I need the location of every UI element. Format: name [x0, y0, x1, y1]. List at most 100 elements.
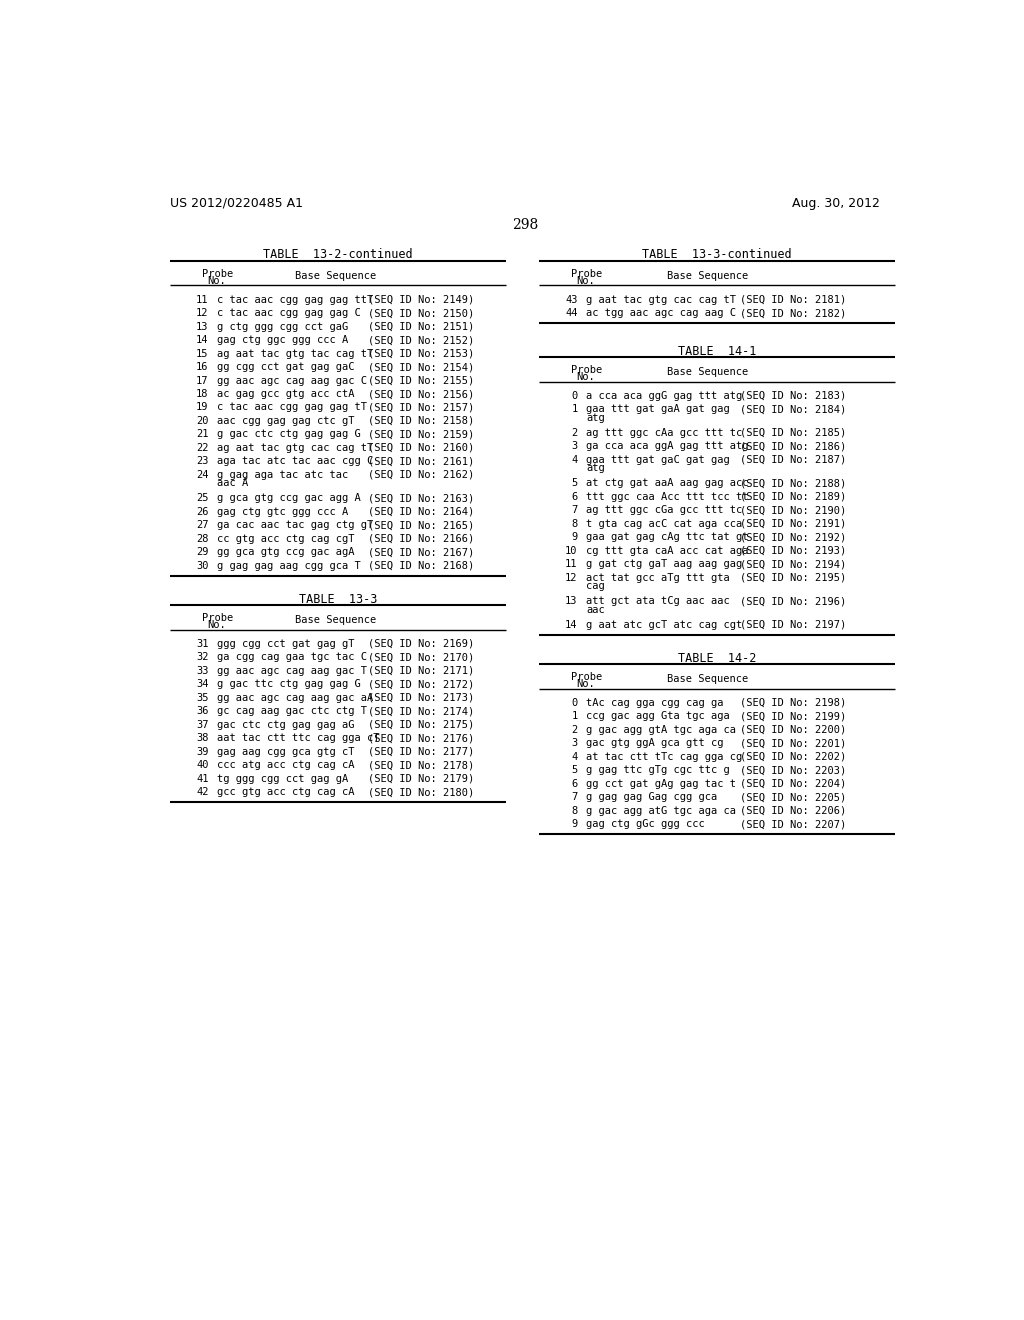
Text: ggg cgg cct gat gag gT: ggg cgg cct gat gag gT [217, 639, 354, 649]
Text: gac gtg ggA gca gtt cg: gac gtg ggA gca gtt cg [586, 738, 724, 748]
Text: (SEQ ID No: 2190): (SEQ ID No: 2190) [740, 506, 847, 515]
Text: TABLE  13-3-continued: TABLE 13-3-continued [642, 248, 792, 261]
Text: 7: 7 [571, 506, 578, 515]
Text: (SEQ ID No: 2150): (SEQ ID No: 2150) [369, 308, 474, 318]
Text: gg cgg cct gat gag gaC: gg cgg cct gat gag gaC [217, 362, 354, 372]
Text: g gag aga tac atc tac: g gag aga tac atc tac [217, 470, 348, 480]
Text: aat tac ctt ttc cag gga cT: aat tac ctt ttc cag gga cT [217, 733, 380, 743]
Text: ccg gac agg Gta tgc aga: ccg gac agg Gta tgc aga [586, 711, 730, 721]
Text: (SEQ ID No: 2151): (SEQ ID No: 2151) [369, 322, 474, 331]
Text: 28: 28 [197, 533, 209, 544]
Text: (SEQ ID No: 2192): (SEQ ID No: 2192) [740, 532, 847, 543]
Text: (SEQ ID No: 2201): (SEQ ID No: 2201) [740, 738, 847, 748]
Text: 3: 3 [571, 738, 578, 748]
Text: (SEQ ID No: 2181): (SEQ ID No: 2181) [740, 294, 847, 305]
Text: (SEQ ID No: 2204): (SEQ ID No: 2204) [740, 779, 847, 788]
Text: 0: 0 [571, 698, 578, 708]
Text: 24: 24 [197, 470, 209, 480]
Text: (SEQ ID No: 2207): (SEQ ID No: 2207) [740, 818, 847, 829]
Text: 44: 44 [565, 308, 578, 318]
Text: Base Sequence: Base Sequence [667, 367, 748, 378]
Text: 15: 15 [197, 348, 209, 359]
Text: 35: 35 [197, 693, 209, 702]
Text: 30: 30 [197, 561, 209, 570]
Text: Probe: Probe [571, 268, 602, 279]
Text: (SEQ ID No: 2160): (SEQ ID No: 2160) [369, 444, 474, 453]
Text: ag ttt ggc cAa gcc ttt tc: ag ttt ggc cAa gcc ttt tc [586, 428, 742, 438]
Text: 2: 2 [571, 428, 578, 438]
Text: 36: 36 [197, 706, 209, 717]
Text: gag ctg ggc ggg ccc A: gag ctg ggc ggg ccc A [217, 335, 348, 345]
Text: aga tac atc tac aac cgg C: aga tac atc tac aac cgg C [217, 457, 374, 466]
Text: (SEQ ID No: 2185): (SEQ ID No: 2185) [740, 428, 847, 438]
Text: (SEQ ID No: 2205): (SEQ ID No: 2205) [740, 792, 847, 803]
Text: 40: 40 [197, 760, 209, 770]
Text: 20: 20 [197, 416, 209, 426]
Text: 43: 43 [565, 294, 578, 305]
Text: 29: 29 [197, 548, 209, 557]
Text: (SEQ ID No: 2166): (SEQ ID No: 2166) [369, 533, 474, 544]
Text: 2: 2 [571, 725, 578, 735]
Text: gg gca gtg ccg gac agA: gg gca gtg ccg gac agA [217, 548, 354, 557]
Text: (SEQ ID No: 2149): (SEQ ID No: 2149) [369, 294, 474, 305]
Text: (SEQ ID No: 2168): (SEQ ID No: 2168) [369, 561, 474, 570]
Text: 33: 33 [197, 665, 209, 676]
Text: Base Sequence: Base Sequence [295, 615, 376, 624]
Text: 38: 38 [197, 733, 209, 743]
Text: (SEQ ID No: 2161): (SEQ ID No: 2161) [369, 457, 474, 466]
Text: 12: 12 [565, 573, 578, 582]
Text: (SEQ ID No: 2189): (SEQ ID No: 2189) [740, 492, 847, 502]
Text: (SEQ ID No: 2203): (SEQ ID No: 2203) [740, 766, 847, 775]
Text: 13: 13 [197, 322, 209, 331]
Text: ag aat tac gtg tac cag tT: ag aat tac gtg tac cag tT [217, 348, 374, 359]
Text: (SEQ ID No: 2183): (SEQ ID No: 2183) [740, 391, 847, 401]
Text: (SEQ ID No: 2175): (SEQ ID No: 2175) [369, 719, 474, 730]
Text: 11: 11 [197, 294, 209, 305]
Text: aac: aac [586, 605, 605, 615]
Text: 8: 8 [571, 805, 578, 816]
Text: (SEQ ID No: 2184): (SEQ ID No: 2184) [740, 404, 847, 414]
Text: g gat ctg gaT aag aag gag: g gat ctg gaT aag aag gag [586, 560, 742, 569]
Text: 9: 9 [571, 532, 578, 543]
Text: Probe: Probe [571, 672, 602, 681]
Text: 32: 32 [197, 652, 209, 663]
Text: a cca aca ggG gag ttt atg: a cca aca ggG gag ttt atg [586, 391, 742, 401]
Text: 14: 14 [197, 335, 209, 345]
Text: (SEQ ID No: 2171): (SEQ ID No: 2171) [369, 665, 474, 676]
Text: (SEQ ID No: 2182): (SEQ ID No: 2182) [740, 308, 847, 318]
Text: (SEQ ID No: 2158): (SEQ ID No: 2158) [369, 416, 474, 426]
Text: 16: 16 [197, 362, 209, 372]
Text: US 2012/0220485 A1: US 2012/0220485 A1 [170, 197, 303, 210]
Text: g gac ttc ctg gag gag G: g gac ttc ctg gag gag G [217, 680, 360, 689]
Text: 6: 6 [571, 779, 578, 788]
Text: (SEQ ID No: 2153): (SEQ ID No: 2153) [369, 348, 474, 359]
Text: 7: 7 [571, 792, 578, 803]
Text: (SEQ ID No: 2156): (SEQ ID No: 2156) [369, 389, 474, 399]
Text: ac tgg aac agc cag aag C: ac tgg aac agc cag aag C [586, 308, 736, 318]
Text: Base Sequence: Base Sequence [667, 271, 748, 281]
Text: atg: atg [586, 413, 605, 422]
Text: gg aac agc cag aag gac T: gg aac agc cag aag gac T [217, 665, 368, 676]
Text: (SEQ ID No: 2157): (SEQ ID No: 2157) [369, 403, 474, 412]
Text: tAc cag gga cgg cag ga: tAc cag gga cgg cag ga [586, 698, 724, 708]
Text: att gct ata tCg aac aac: att gct ata tCg aac aac [586, 597, 730, 606]
Text: gg aac agc cag aag gac aA: gg aac agc cag aag gac aA [217, 693, 374, 702]
Text: (SEQ ID No: 2187): (SEQ ID No: 2187) [740, 455, 847, 465]
Text: TABLE  13-3: TABLE 13-3 [299, 593, 377, 606]
Text: (SEQ ID No: 2178): (SEQ ID No: 2178) [369, 760, 474, 770]
Text: at ctg gat aaA aag gag acc: at ctg gat aaA aag gag acc [586, 478, 749, 488]
Text: gaa gat gag cAg ttc tat gt: gaa gat gag cAg ttc tat gt [586, 532, 749, 543]
Text: (SEQ ID No: 2202): (SEQ ID No: 2202) [740, 751, 847, 762]
Text: (SEQ ID No: 2159): (SEQ ID No: 2159) [369, 429, 474, 440]
Text: No.: No. [575, 276, 595, 286]
Text: g ctg ggg cgg cct gaG: g ctg ggg cgg cct gaG [217, 322, 348, 331]
Text: (SEQ ID No: 2177): (SEQ ID No: 2177) [369, 747, 474, 756]
Text: g gac agg atG tgc aga ca: g gac agg atG tgc aga ca [586, 805, 736, 816]
Text: 5: 5 [571, 766, 578, 775]
Text: (SEQ ID No: 2198): (SEQ ID No: 2198) [740, 698, 847, 708]
Text: t gta cag acC cat aga cca: t gta cag acC cat aga cca [586, 519, 742, 529]
Text: (SEQ ID No: 2165): (SEQ ID No: 2165) [369, 520, 474, 531]
Text: g gac ctc ctg gag gag G: g gac ctc ctg gag gag G [217, 429, 360, 440]
Text: cc gtg acc ctg cag cgT: cc gtg acc ctg cag cgT [217, 533, 354, 544]
Text: ga cac aac tac gag ctg gT: ga cac aac tac gag ctg gT [217, 520, 374, 531]
